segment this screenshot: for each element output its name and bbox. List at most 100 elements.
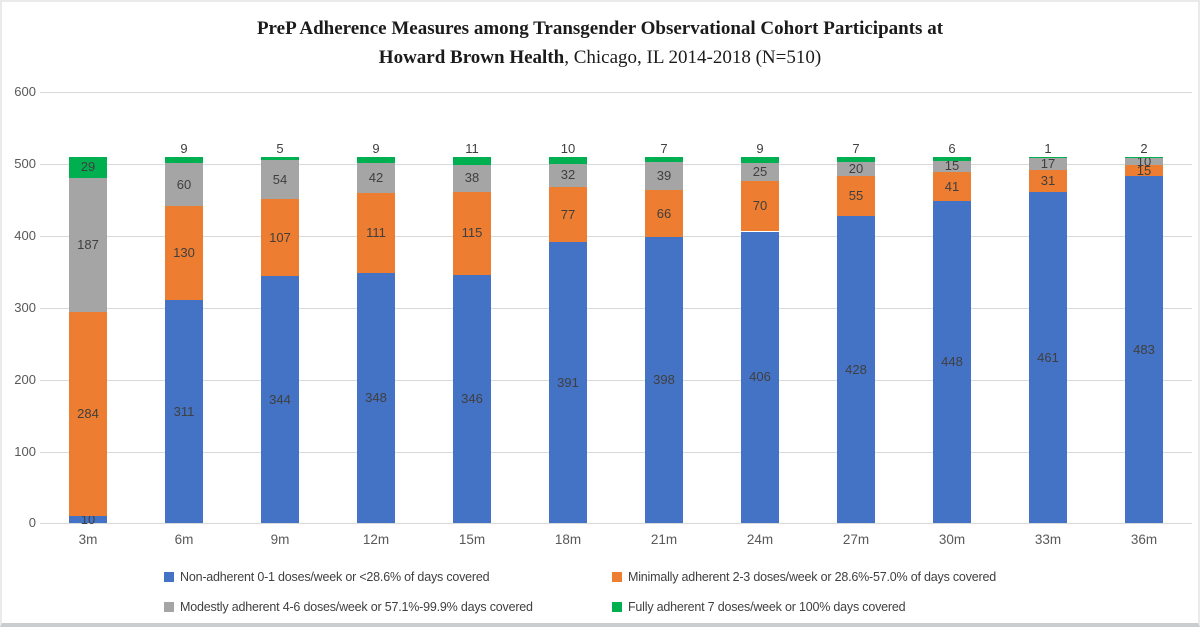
bar-value-label: 111 [366, 225, 386, 241]
bar-segment-modestly-adherent [69, 177, 107, 313]
bar-segment-minimally-adherent [165, 206, 203, 300]
bar-value-label: 9 [180, 140, 188, 156]
y-axis-tick-label: 0 [28, 515, 36, 531]
x-axis-category-label: 27m [842, 532, 870, 548]
bar-value-label: 20 [848, 160, 864, 176]
bar-value-label: 7 [660, 140, 668, 156]
bar-value-label: 15 [1136, 162, 1152, 178]
bar-value-label: 406 [749, 369, 771, 385]
bar-segment-modestly-adherent [261, 160, 299, 200]
y-gridline [40, 307, 1192, 309]
bar-segment-non-adherent [261, 276, 299, 524]
bar-value-label: 42 [368, 170, 384, 186]
bar-value-label: 311 [173, 403, 195, 419]
bar-value-label: 115 [461, 225, 483, 241]
bar-segment-fully-adherent [933, 156, 971, 161]
bar-segment-minimally-adherent [357, 193, 395, 274]
bar-value-label: 7 [852, 140, 860, 156]
bar-segment-non-adherent [549, 242, 587, 524]
bar-value-label: 5 [276, 140, 284, 156]
bar-value-label: 60 [176, 176, 192, 192]
bar-segment-modestly-adherent [357, 163, 395, 194]
x-axis-category-label: 21m [650, 532, 678, 548]
bar-value-label: 15 [944, 158, 960, 174]
bar-segment-minimally-adherent [69, 312, 107, 517]
bar-segment-minimally-adherent [837, 176, 875, 216]
bar-segment-fully-adherent [645, 156, 683, 162]
y-gridline [40, 92, 1192, 93]
bar-value-label: 1 [1044, 140, 1052, 156]
legend-item: Non-adherent 0-1 doses/week or <28.6% of… [164, 570, 490, 584]
bar-segment-minimally-adherent [933, 171, 971, 202]
bar-segment-non-adherent [1125, 176, 1163, 524]
legend-label: Non-adherent 0-1 doses/week or <28.6% of… [180, 570, 490, 584]
bar-segment-modestly-adherent [549, 163, 587, 187]
chart-title: PreP Adherence Measures among Transgende… [2, 14, 1198, 72]
bar-value-label: 54 [272, 171, 288, 187]
y-axis-tick-label: 500 [14, 155, 36, 171]
bar-segment-non-adherent [741, 231, 779, 524]
bar-value-label: 11 [465, 140, 479, 156]
bar-segment-non-adherent [645, 237, 683, 524]
x-axis-category-label: 9m [270, 532, 290, 548]
bar-segment-minimally-adherent [453, 191, 491, 275]
y-axis-tick-label: 300 [14, 299, 36, 315]
bar-segment-fully-adherent [741, 156, 779, 164]
bar-value-label: 10 [560, 140, 576, 156]
bar-value-label: 70 [752, 198, 768, 214]
x-axis-category-label: 33m [1034, 532, 1062, 548]
x-axis-category-label: 3m [78, 532, 98, 548]
bar-value-label: 448 [941, 354, 963, 370]
y-axis-tick-label: 100 [14, 443, 36, 459]
legend-label: Fully adherent 7 doses/week or 100% days… [628, 600, 906, 614]
bar-value-label: 31 [1040, 172, 1056, 188]
bar-value-label: 55 [848, 187, 864, 203]
bar-segment-non-adherent [1029, 191, 1067, 524]
bar-segment-minimally-adherent [1125, 165, 1163, 177]
bar-value-label: 348 [365, 390, 387, 406]
y-gridline [40, 379, 1192, 381]
bar-value-label: 9 [756, 140, 764, 156]
bar-value-label: 107 [269, 229, 291, 245]
legend-swatch [164, 602, 174, 612]
bar-value-label: 32 [560, 167, 576, 183]
y-gridline [40, 235, 1192, 237]
bar-value-label: 17 [1040, 155, 1056, 171]
bar-segment-fully-adherent [261, 156, 299, 161]
legend-swatch [612, 572, 622, 582]
bar-value-label: 77 [560, 206, 576, 222]
bar-segment-fully-adherent [837, 156, 875, 162]
legend-swatch [164, 572, 174, 582]
x-axis-category-label: 15m [458, 532, 486, 548]
legend-label: Minimally adherent 2-3 doses/week or 28.… [628, 570, 996, 584]
x-axis-category-label: 12m [362, 532, 390, 548]
legend-label: Modestly adherent 4-6 doses/week or 57.1… [180, 600, 533, 614]
bar-value-label: 41 [944, 178, 960, 194]
bar-segment-minimally-adherent [645, 189, 683, 238]
bar-segment-modestly-adherent [1029, 157, 1067, 170]
y-axis-tick-label: 200 [14, 371, 36, 387]
bar-value-label: 391 [557, 374, 579, 390]
x-axis-category-label: 6m [174, 532, 194, 548]
bar-segment-fully-adherent [1029, 156, 1067, 158]
bar-value-label: 6 [948, 140, 956, 156]
x-axis-category-label: 36m [1130, 532, 1158, 548]
bar-segment-minimally-adherent [549, 186, 587, 243]
bar-segment-fully-adherent [165, 156, 203, 164]
chart-title-line1: PreP Adherence Measures among Transgende… [256, 18, 944, 39]
legend-item: Minimally adherent 2-3 doses/week or 28.… [612, 570, 996, 584]
bar-value-label: 483 [1133, 341, 1155, 357]
bar-segment-minimally-adherent [741, 181, 779, 232]
y-gridline [40, 451, 1192, 453]
y-axis-tick-label: 400 [14, 227, 36, 243]
bar-value-label: 130 [173, 245, 195, 261]
bar-value-label: 187 [77, 236, 99, 252]
chart-title-line2: Howard Brown Health, Chicago, IL 2014-20… [378, 47, 822, 68]
bar-segment-non-adherent [933, 201, 971, 524]
bar-segment-modestly-adherent [741, 163, 779, 182]
bar-segment-fully-adherent [357, 156, 395, 164]
x-axis-category-label: 30m [938, 532, 966, 548]
x-axis-category-label: 18m [554, 532, 582, 548]
bar-value-label: 25 [752, 164, 768, 180]
